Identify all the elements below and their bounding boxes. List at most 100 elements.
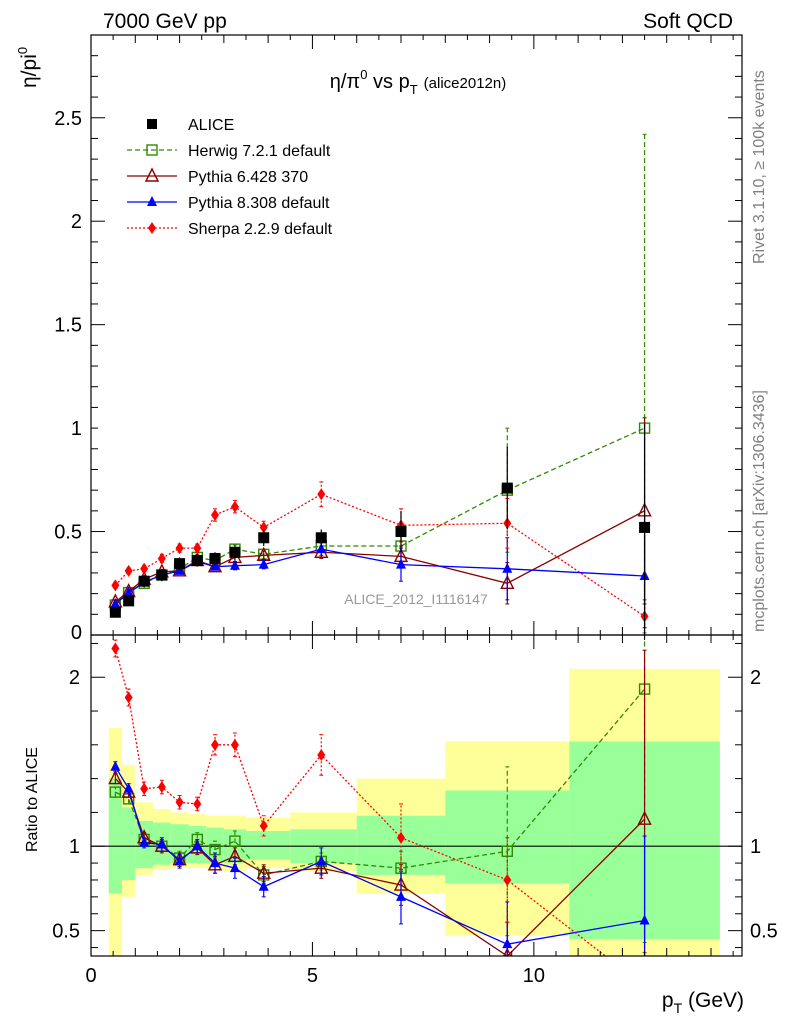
main-series-3-point [317, 488, 326, 501]
data-point [229, 546, 241, 558]
x-tick-label: 5 [307, 965, 318, 987]
data-point [209, 552, 221, 564]
ratio-series-3-point [317, 748, 326, 761]
title-main: η/π [330, 71, 360, 93]
ratio-series-2-point [174, 855, 185, 866]
legend-entry: Sherpa 2.2.9 default [127, 221, 333, 238]
ratio-series-2-point [139, 836, 150, 847]
ratio-series-3 [111, 639, 649, 992]
ratio-series-2-point [316, 855, 327, 866]
title-sup: 0 [360, 67, 367, 82]
legend-entry: ALICE [147, 117, 234, 134]
legend-entry: Pythia 8.308 default [127, 195, 330, 212]
main-series [108, 133, 652, 635]
ratio-series-2-point [396, 890, 406, 901]
ratio-series-0-point [109, 786, 122, 798]
legend-label: Sherpa 2.2.9 default [188, 221, 333, 238]
mcplots-label: mcplots.cern.ch [arXiv:1306.3436] [751, 390, 768, 632]
data-point [109, 606, 121, 618]
ratio-series-2-point [502, 938, 513, 949]
data-point [174, 558, 186, 570]
main-series-2-point [210, 560, 220, 571]
rivet-version-label: Rivet 3.1.10, ≥ 100k events [751, 70, 768, 264]
main-series-2-point [110, 597, 121, 608]
legend-marker [147, 196, 157, 206]
main-series-2-point [316, 543, 327, 554]
ratio-series-3-point [259, 819, 268, 832]
legend-entry: Herwig 7.2.1 default [127, 143, 331, 160]
ratio-series [108, 635, 652, 992]
x-label-unit: (GeV) [682, 989, 744, 1012]
data-point [315, 532, 327, 544]
ratio-y-axis-label: Ratio to ALICE [24, 747, 41, 852]
y-tick-label: 0.5 [54, 522, 82, 544]
data-point [639, 521, 651, 533]
main-series-3-point [157, 552, 166, 565]
title-sub: T [410, 82, 418, 97]
main-series-3-point [230, 500, 239, 513]
legend-label: Herwig 7.2.1 default [188, 143, 331, 160]
main-series-3-point [111, 579, 120, 592]
analysis-watermark: ALICE_2012_I1116147 [344, 591, 488, 607]
y-label-sup: 0 [15, 47, 30, 54]
legend-label: Pythia 8.308 default [188, 195, 330, 212]
data-points [109, 423, 651, 631]
x-tick-label: 10 [523, 965, 545, 987]
ratio-band-green [122, 807, 136, 880]
data-point [191, 555, 203, 567]
x-tick-label: 0 [85, 965, 96, 987]
legend: ALICE Herwig 7.2.1 default Pythia 6.428 37… [127, 117, 333, 238]
y-axis-label: η/pi0 [15, 47, 41, 88]
y-tick-label-zero: 0 [71, 622, 82, 644]
data-point [501, 482, 513, 494]
axes: 0 5 100.511.522.500.5 0.51 12 2 [52, 34, 778, 987]
ratio-y-tick-label: 0.5 [52, 921, 80, 943]
legend-marker [148, 222, 156, 234]
ratio-series-3-point [157, 781, 166, 794]
y-label-main: η/pi [18, 54, 41, 88]
chart-title: η/π0 vs pT (alice2012n) [330, 67, 506, 97]
main-series-3-point [175, 542, 184, 555]
title-mid: vs p [367, 71, 409, 93]
data-point [258, 532, 270, 544]
legend-marker [146, 144, 158, 156]
legend-label: ALICE [188, 117, 234, 134]
ratio-series-2 [110, 760, 650, 956]
ratio-y-tick-label: 2 [69, 667, 80, 689]
main-series-1 [108, 417, 652, 608]
title-tag: (alice2012n) [424, 75, 507, 92]
main-series-3-point [193, 542, 202, 555]
ratio-y-tick-label: 1 [69, 836, 80, 858]
ratio-series-3-point [397, 831, 405, 844]
ratio-series-3-point [211, 738, 219, 751]
main-series-2 [110, 523, 650, 629]
main-series-3-point [124, 564, 133, 577]
ratio-series-3-point [641, 980, 649, 992]
ratio-frame [90, 634, 743, 957]
main-series-2-point [258, 558, 269, 569]
main-series-3-point [140, 562, 149, 575]
ratio-series-3-point [124, 691, 133, 704]
ratio-series-2-point [210, 857, 220, 868]
ratio-series-2-point [192, 840, 203, 851]
y-tick-label: 1.5 [54, 315, 82, 337]
y-tick-label: 2.5 [54, 108, 82, 130]
data-point [395, 526, 407, 538]
energy-label: 7000 GeV pp [103, 10, 227, 33]
main-series-3-point [211, 509, 219, 521]
ratio-series-1-point [503, 947, 512, 956]
ratio-series-2-point [229, 862, 240, 873]
ratio-series-1-point [637, 810, 652, 825]
y-tick-label: 1 [71, 418, 82, 440]
legend-marker [144, 167, 160, 182]
ratio-series-3-point [140, 782, 149, 795]
ratio-series-2-point [110, 760, 121, 771]
ratio-series-3-point [230, 738, 239, 751]
ratio-y-tick-label-right: 0.5 [750, 921, 778, 943]
legend-entry: Pythia 6.428 370 [127, 167, 308, 186]
data-point [123, 595, 135, 607]
x-axis-label: pT (GeV) [662, 989, 744, 1016]
main-series-2-point [123, 586, 134, 597]
x-label-main: p [662, 989, 674, 1012]
